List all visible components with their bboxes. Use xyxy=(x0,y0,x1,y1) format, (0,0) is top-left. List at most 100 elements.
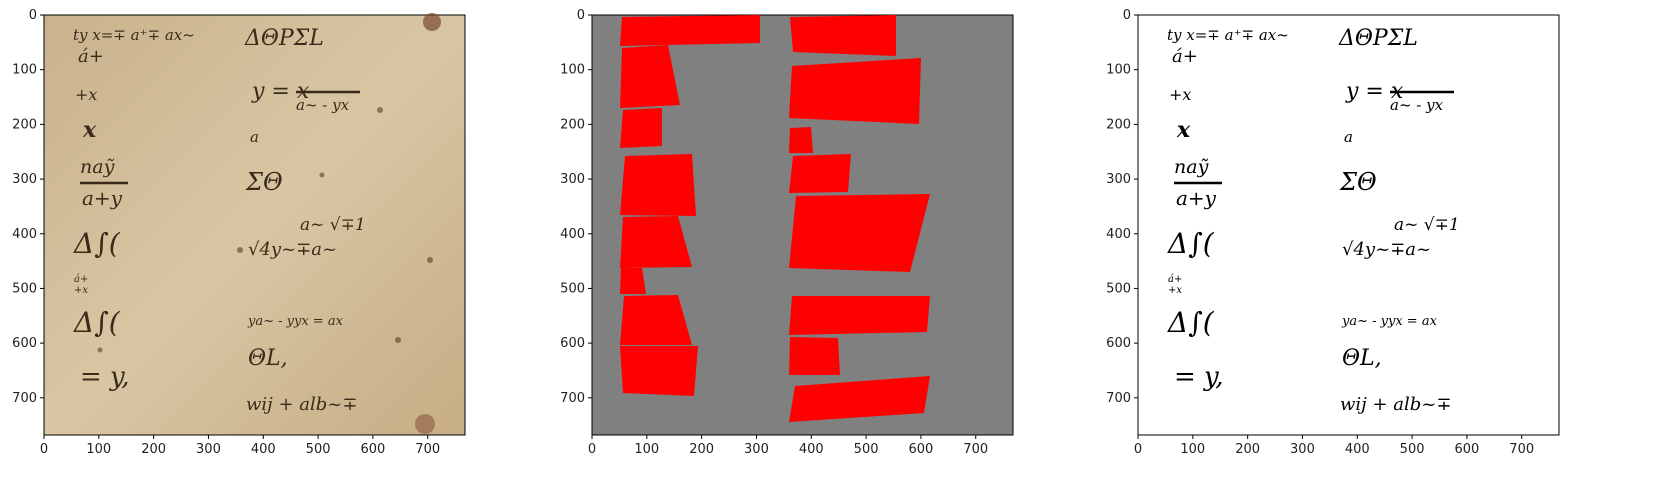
manuscript-line: ty x=∓ a⁺∓ ax~ xyxy=(1167,26,1289,44)
x-axis-panel3: 0 100 200 300 400 500 600 700 xyxy=(1134,435,1534,457)
x-tick-label: 200 xyxy=(1235,442,1260,457)
y-axis-panel2: 0 100 200 300 400 500 600 700 xyxy=(560,8,592,406)
manuscript-line: +x xyxy=(1169,85,1191,104)
panel-region-mask: 0 100 200 300 400 500 600 700 0 100 200 300 400 500 6… xyxy=(560,8,1014,457)
y-tick-label: 600 xyxy=(560,336,585,351)
manuscript-line: √4y~∓a~ xyxy=(1342,239,1431,260)
x-tick-label: 400 xyxy=(251,442,276,457)
manuscript-line: a xyxy=(1344,128,1353,146)
mask-region xyxy=(620,15,760,46)
x-tick-label: 100 xyxy=(1180,442,1205,457)
y-tick-label: 400 xyxy=(12,227,37,242)
y-tick-label: 0 xyxy=(29,8,37,23)
stain-spot xyxy=(423,13,441,31)
binarized-background xyxy=(1137,14,1560,436)
binarized-handwriting-left: ty x=∓ a⁺∓ ax~ á+ +x x naỹ a+y Δ∫( á+ +x… xyxy=(1167,26,1289,392)
y-tick-label: 300 xyxy=(1106,172,1131,187)
manuscript-line: naỹ xyxy=(1174,156,1209,178)
x-tick-label: 0 xyxy=(588,442,596,457)
mask-region xyxy=(620,216,692,268)
manuscript-line: wij + alb~∓ xyxy=(1340,394,1451,415)
x-tick-label: 500 xyxy=(1400,442,1425,457)
stain-spot xyxy=(415,414,435,434)
mask-region xyxy=(789,154,851,193)
manuscript-line: a xyxy=(250,128,259,146)
stain-spot xyxy=(377,107,383,113)
mask-region xyxy=(620,45,680,108)
x-tick-label: 300 xyxy=(196,442,221,457)
x-tick-label: 400 xyxy=(1345,442,1370,457)
x-tick-label: 100 xyxy=(634,442,659,457)
manuscript-line: x xyxy=(82,117,97,143)
x-tick-label: 600 xyxy=(1454,442,1479,457)
x-tick-label: 500 xyxy=(854,442,879,457)
manuscript-line: ΘL, xyxy=(1342,346,1382,371)
y-tick-label: 300 xyxy=(12,172,37,187)
mask-region xyxy=(789,58,921,124)
manuscript-line: ty x=∓ a⁺∓ ax~ xyxy=(73,26,195,44)
manuscript-line: a~ - yx xyxy=(1390,96,1444,114)
x-tick-label: 0 xyxy=(40,442,48,457)
manuscript-line: á+ xyxy=(1168,274,1182,285)
x-tick-label: 300 xyxy=(744,442,769,457)
y-tick-label: 200 xyxy=(12,117,37,132)
y-tick-label: 600 xyxy=(12,336,37,351)
mask-region xyxy=(789,127,813,153)
y-tick-label: 200 xyxy=(560,117,585,132)
manuscript-line: ΣΘ xyxy=(1339,168,1377,196)
mask-region xyxy=(790,15,896,56)
manuscript-line: á+ xyxy=(74,274,88,285)
manuscript-line: Δ∫( xyxy=(1167,227,1215,260)
manuscript-line: á+ xyxy=(1172,46,1198,67)
panel-manuscript-photo: ty x=∓ a⁺∓ ax~ á+ +x x naỹ a+y Δ∫( á+ +x… xyxy=(12,8,466,457)
stain-spot xyxy=(97,347,103,353)
manuscript-line: naỹ xyxy=(80,156,115,178)
manuscript-line: Δ∫( xyxy=(73,227,121,260)
manuscript-line: x xyxy=(1176,117,1191,143)
manuscript-line: ΘL, xyxy=(248,346,288,371)
handwriting-left: ty x=∓ a⁺∓ ax~ á+ +x x naỹ a+y Δ∫( á+ +x… xyxy=(73,26,195,392)
y-tick-label: 100 xyxy=(560,63,585,78)
manuscript-line: √4y~∓a~ xyxy=(248,239,337,260)
y-tick-label: 500 xyxy=(1106,281,1131,296)
parchment-image xyxy=(43,14,466,436)
y-tick-label: 0 xyxy=(1123,8,1131,23)
y-tick-label: 300 xyxy=(560,172,585,187)
x-tick-label: 600 xyxy=(908,442,933,457)
manuscript-line: a~ - yx xyxy=(296,96,350,114)
y-tick-label: 700 xyxy=(12,391,37,406)
mask-region xyxy=(789,337,840,375)
manuscript-line: a+y xyxy=(82,186,123,210)
binarized-handwriting-right: ΔΘPΣL y = x a~ - yx a ΣΘ a~ √∓1 √4y~∓a~ … xyxy=(1338,26,1460,415)
manuscript-line: Δ∫( xyxy=(73,306,121,339)
x-tick-label: 600 xyxy=(360,442,385,457)
y-tick-label: 700 xyxy=(560,391,585,406)
manuscript-line: á+ xyxy=(78,46,104,67)
y-tick-label: 200 xyxy=(1106,117,1131,132)
stain-spot xyxy=(427,257,433,263)
manuscript-line: ya~ - yyx = ax xyxy=(247,314,344,329)
mask-region xyxy=(620,346,698,396)
handwriting-right: ΔΘPΣL y = x a~ - yx a ΣΘ a~ √∓1 √4y~∓a~ … xyxy=(244,26,366,415)
mask-region xyxy=(789,296,930,335)
manuscript-line: a~ √∓1 xyxy=(300,215,366,235)
x-axis-panel1: 0 100 200 300 400 500 600 700 xyxy=(40,435,440,457)
y-tick-label: 0 xyxy=(577,8,585,23)
y-tick-label: 100 xyxy=(12,63,37,78)
x-tick-label: 200 xyxy=(141,442,166,457)
x-tick-label: 100 xyxy=(86,442,111,457)
y-tick-label: 600 xyxy=(1106,336,1131,351)
x-tick-label: 700 xyxy=(415,442,440,457)
y-axis-panel1: 0 100 200 300 400 500 600 700 xyxy=(12,8,44,406)
x-tick-label: 200 xyxy=(689,442,714,457)
mask-regions xyxy=(620,15,930,422)
y-tick-label: 400 xyxy=(1106,227,1131,242)
y-tick-label: 500 xyxy=(12,281,37,296)
y-tick-label: 700 xyxy=(1106,391,1131,406)
y-tick-label: 400 xyxy=(560,227,585,242)
y-axis-panel3: 0 100 200 300 400 500 600 700 xyxy=(1106,8,1138,406)
x-tick-label: 700 xyxy=(963,442,988,457)
panel-binarized-manuscript: ty x=∓ a⁺∓ ax~ á+ +x x naỹ a+y Δ∫( á+ +x… xyxy=(1106,8,1560,457)
mask-region xyxy=(789,376,930,422)
